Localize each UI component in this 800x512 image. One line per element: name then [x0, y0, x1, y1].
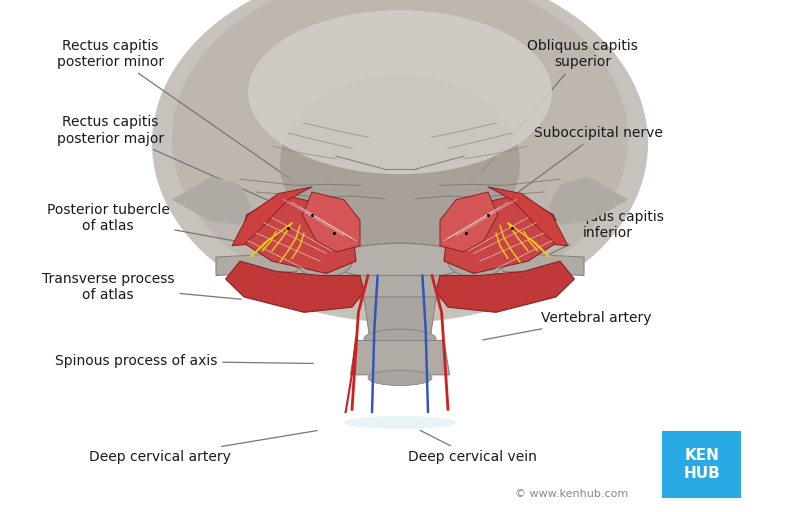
Ellipse shape	[152, 0, 648, 323]
Polygon shape	[172, 177, 252, 225]
Ellipse shape	[462, 209, 522, 237]
Polygon shape	[350, 340, 450, 375]
Ellipse shape	[278, 209, 338, 237]
Polygon shape	[226, 261, 364, 312]
Text: Spinous process of axis: Spinous process of axis	[55, 354, 314, 368]
Ellipse shape	[172, 0, 628, 305]
Polygon shape	[216, 253, 298, 275]
Ellipse shape	[448, 247, 504, 277]
Polygon shape	[436, 261, 574, 312]
Text: Obliquus capitis
inferior: Obliquus capitis inferior	[497, 210, 663, 281]
Text: Deep cervical vein: Deep cervical vein	[407, 430, 537, 464]
Polygon shape	[240, 195, 356, 273]
Text: © www.kenhub.com: © www.kenhub.com	[515, 489, 629, 499]
Ellipse shape	[368, 370, 432, 386]
Ellipse shape	[248, 10, 552, 174]
Ellipse shape	[296, 247, 352, 277]
Ellipse shape	[364, 329, 436, 349]
Polygon shape	[232, 187, 312, 246]
Text: Rectus capitis
posterior minor: Rectus capitis posterior minor	[57, 39, 292, 180]
Polygon shape	[302, 192, 360, 252]
Ellipse shape	[344, 416, 456, 429]
Polygon shape	[364, 297, 436, 338]
Ellipse shape	[280, 74, 520, 253]
Text: Suboccipital nerve: Suboccipital nerve	[482, 126, 663, 219]
Text: Vertebral artery: Vertebral artery	[482, 311, 651, 340]
Ellipse shape	[330, 243, 470, 279]
Text: Transverse process
of atlas: Transverse process of atlas	[42, 272, 242, 302]
Polygon shape	[444, 195, 560, 273]
Polygon shape	[440, 192, 498, 252]
Text: Rectus capitis
posterior major: Rectus capitis posterior major	[57, 116, 282, 206]
Text: Deep cervical artery: Deep cervical artery	[89, 431, 318, 464]
Polygon shape	[502, 253, 584, 275]
Polygon shape	[488, 187, 568, 246]
Polygon shape	[548, 177, 628, 225]
Text: Obliquus capitis
superior: Obliquus capitis superior	[482, 39, 638, 172]
Polygon shape	[344, 275, 456, 298]
Text: Posterior tubercle
of atlas: Posterior tubercle of atlas	[46, 203, 300, 253]
FancyBboxPatch shape	[662, 431, 741, 498]
Text: KEN
HUB: KEN HUB	[683, 447, 720, 481]
